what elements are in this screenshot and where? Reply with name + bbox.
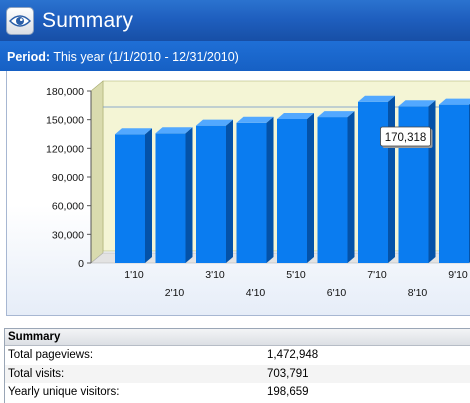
summary-row-visits: Total visits: 703,791 xyxy=(5,364,470,383)
bar-top xyxy=(155,127,193,134)
plot-side-wall xyxy=(90,80,104,264)
bar xyxy=(439,104,469,264)
bar-top xyxy=(277,112,314,119)
y-tick-label: 30,000 xyxy=(52,229,84,241)
period-bar: Period: This year (1/1/2010 - 12/31/2010… xyxy=(0,41,470,71)
summary-row-unique-visitors: Yearly unique visitors: 198,659 xyxy=(5,383,470,402)
tooltip xyxy=(380,126,431,147)
y-tick-label: 60,000 xyxy=(52,201,84,213)
y-tick-label: 90,000 xyxy=(52,172,84,184)
summary-label: Total pageviews: xyxy=(8,349,94,361)
x-tick-label: 8'10 xyxy=(408,287,428,299)
bar-side xyxy=(307,112,314,263)
bar-top xyxy=(196,119,233,126)
summary-value: 198,659 xyxy=(267,386,309,398)
bar-side xyxy=(185,127,193,263)
y-tick-label: 180,000 xyxy=(46,86,84,98)
x-tick-label: 7'10 xyxy=(367,269,387,281)
y-tick-label: 120,000 xyxy=(46,143,84,155)
y-tick-label: 0 xyxy=(78,258,84,270)
x-tick-label: 6'10 xyxy=(327,287,347,299)
bar xyxy=(155,133,186,263)
bar xyxy=(358,101,388,264)
app-header: Summary xyxy=(0,0,470,41)
summary-label: Total visits: xyxy=(8,367,65,380)
bar-top xyxy=(398,100,436,107)
tooltip-text: 170,318 xyxy=(385,132,427,144)
chart-panel: 0 30,000 60,000 90,000 120,000 150,000 180,000… xyxy=(6,71,470,316)
x-tick-label: 2'10 xyxy=(165,287,185,299)
bar-side xyxy=(388,95,395,264)
summary-value: 703,791 xyxy=(267,367,309,380)
period-value: This year (1/1/2010 - 12/31/2010) xyxy=(53,50,239,64)
bar xyxy=(317,117,348,263)
y-tick-label: 150,000 xyxy=(46,115,84,127)
summary-value: 1,472,948 xyxy=(267,349,319,361)
period-label: Period: xyxy=(7,50,51,64)
x-tick-label: 3'10 xyxy=(205,269,225,281)
bar-side xyxy=(428,100,436,264)
x-tick-label: 5'10 xyxy=(286,269,306,281)
eye-icon xyxy=(6,6,34,35)
summary-heading: Summary xyxy=(5,329,470,346)
bar-top xyxy=(439,98,470,105)
bar-top xyxy=(236,116,274,123)
bar xyxy=(115,134,145,263)
bar-side xyxy=(347,111,355,263)
page-title: Summary xyxy=(42,8,134,32)
x-tick-label: 9'10 xyxy=(448,269,468,281)
bar-side xyxy=(266,116,274,263)
bar xyxy=(236,122,267,263)
summary-label: Yearly unique visitors: xyxy=(8,386,120,398)
bar-top xyxy=(115,128,152,135)
x-tick-label: 1'10 xyxy=(124,269,144,281)
bar xyxy=(196,125,226,264)
summary-row-pageviews: Total pageviews: 1,472,948 xyxy=(5,346,470,365)
bar-side xyxy=(145,128,152,263)
bar-top xyxy=(317,111,355,118)
summary-table: Summary Total pageviews: 1,472,948 Total… xyxy=(4,328,470,403)
bar xyxy=(277,118,307,263)
x-tick-label: 4'10 xyxy=(246,287,266,299)
bar-top xyxy=(358,95,395,102)
bar-chart: 0 30,000 60,000 90,000 120,000 150,000 180,000… xyxy=(46,80,470,299)
bar-side xyxy=(226,119,233,264)
